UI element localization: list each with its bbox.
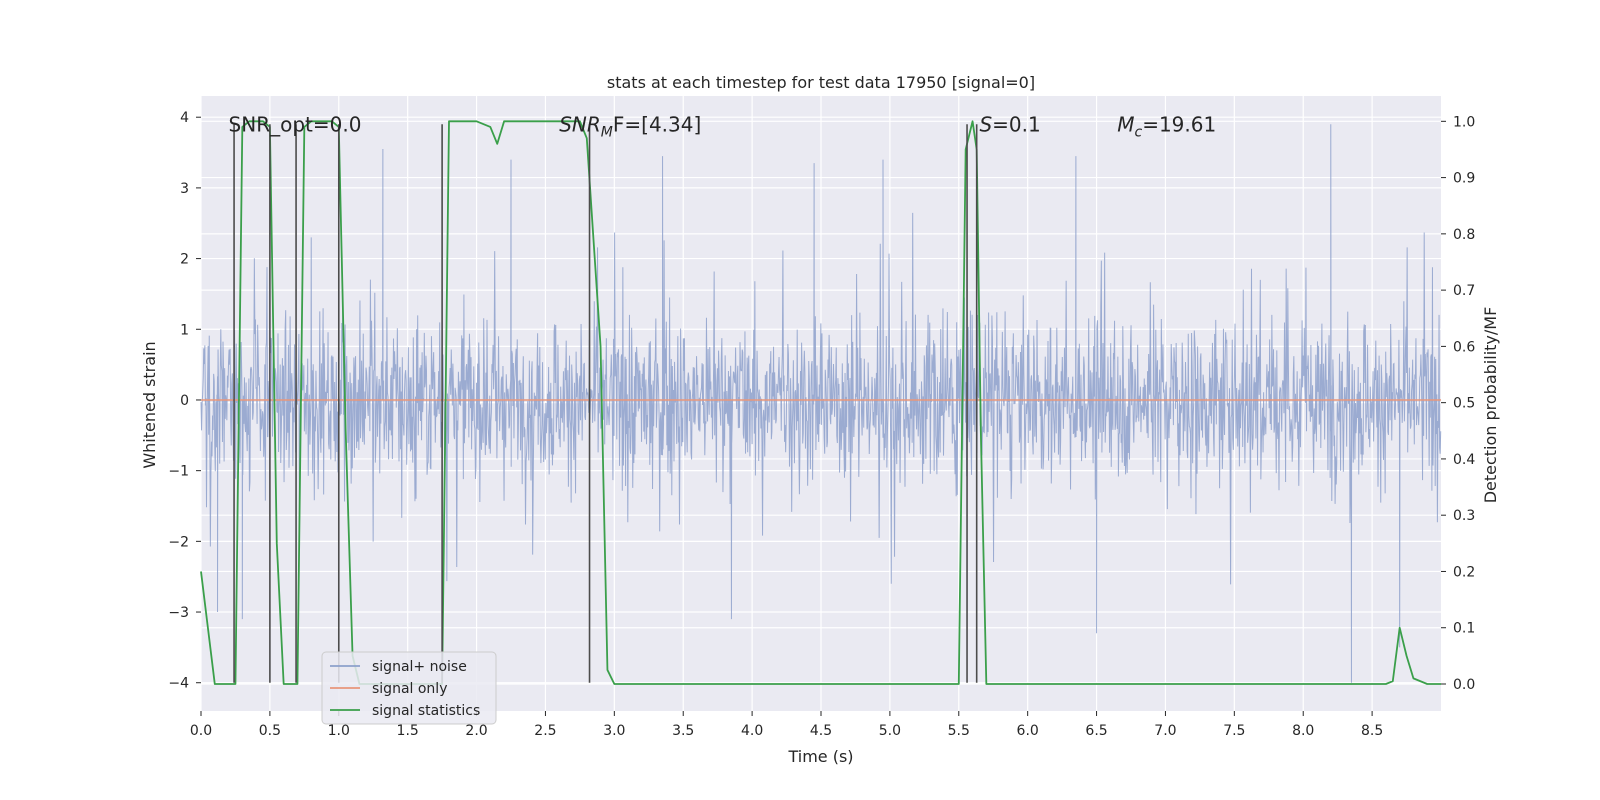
y-right-tick-label: 0.9 — [1453, 171, 1475, 187]
y-tick-label: −4 — [168, 676, 189, 692]
legend-label: signal only — [372, 681, 447, 697]
legend-label: signal statistics — [372, 703, 480, 719]
y-axis-label: Whitened strain — [140, 341, 159, 468]
x-tick-label: 4.5 — [810, 723, 832, 739]
y-tick-label: 1 — [180, 322, 189, 338]
x-axis-label: Time (s) — [787, 747, 853, 766]
vertical-markers — [233, 124, 978, 683]
annotation: SNRMF=[4.34] — [559, 112, 701, 140]
x-tick-label: 4.0 — [741, 723, 763, 739]
series-signal-statistics — [200, 120, 1441, 685]
x-tick-label: 7.0 — [1154, 723, 1176, 739]
legend-box — [321, 651, 497, 725]
y-right-tick-label: 0.4 — [1453, 452, 1475, 468]
y-right-tick-label: 0.0 — [1453, 677, 1475, 693]
y-tick-label: −2 — [168, 534, 189, 550]
x-tick-label: 5.0 — [879, 723, 901, 739]
x-tick-label: 3.5 — [672, 723, 694, 739]
y-right-tick-label: 0.3 — [1453, 508, 1475, 524]
y-axis-right-label: Detection probability/MF — [1481, 307, 1500, 504]
y-right-tick-label: 0.7 — [1453, 283, 1475, 299]
annotation: S=0.1 — [979, 112, 1040, 136]
y-tick-label: −3 — [168, 605, 189, 621]
y-right-tick-label: 0.8 — [1453, 227, 1475, 243]
annotation: SNR_opt=0.0 — [229, 112, 362, 136]
x-tick-label: 6.0 — [1017, 723, 1039, 739]
x-tick-label: 0.5 — [259, 723, 281, 739]
y-tick-label: 0 — [180, 393, 189, 409]
y-right-tick-label: 0.2 — [1453, 564, 1475, 580]
x-tick-label: 1.0 — [328, 723, 350, 739]
y-right-tick-label: 0.5 — [1453, 396, 1475, 412]
y-right-tick-label: 0.1 — [1453, 621, 1475, 637]
y-tick-label: 3 — [180, 181, 189, 197]
annotation: Mc=19.61 — [1117, 112, 1216, 140]
x-tick-label: 2.0 — [465, 723, 487, 739]
chart-title: stats at each timestep for test data 179… — [607, 73, 1035, 92]
series-signal-plus-noise — [200, 124, 1442, 683]
y-right-tick-label: 1.0 — [1453, 114, 1475, 130]
x-tick-label: 7.5 — [1223, 723, 1245, 739]
x-tick-label: 8.0 — [1292, 723, 1314, 739]
x-tick-label: 6.5 — [1085, 723, 1107, 739]
x-tick-label: 8.5 — [1361, 723, 1383, 739]
axis-ticks: 0.0 0.5 1.0 1.5 2.0 2.5 3.0 3.5 4.0 4.5 5.0 5.5 6.0 6… — [168, 110, 1475, 739]
x-tick-label: 3.0 — [603, 723, 625, 739]
x-tick-label: 2.5 — [534, 723, 556, 739]
y-tick-label: 2 — [180, 252, 189, 268]
x-tick-label: 0.0 — [190, 723, 212, 739]
y-tick-label: −1 — [168, 464, 189, 480]
data-layer — [200, 120, 1442, 685]
legend-label: signal+ noise — [372, 659, 467, 675]
y-tick-label: 4 — [180, 110, 189, 126]
legend: signal+ noise signal only signal statistic… — [321, 651, 497, 725]
x-tick-label: 1.5 — [397, 723, 419, 739]
x-tick-label: 5.5 — [948, 723, 970, 739]
annotations: SNR_opt=0.0 SNRMF=[4.34] S=0.1 Mc=19.61 — [229, 112, 1217, 140]
y-right-tick-label: 0.6 — [1453, 339, 1475, 355]
